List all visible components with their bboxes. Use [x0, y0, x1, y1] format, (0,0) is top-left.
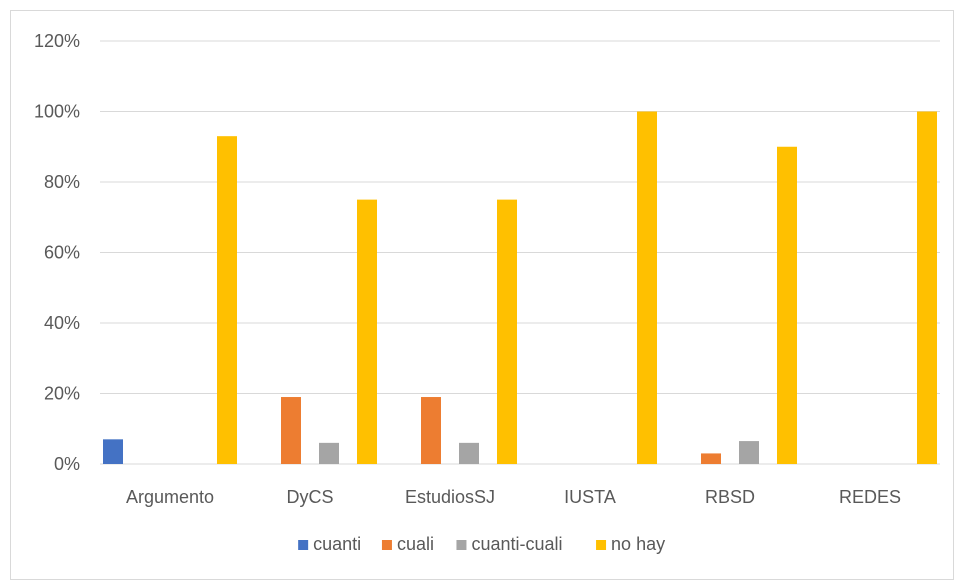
y-tick-label: 20%: [44, 384, 80, 404]
bar-cuali-EstudiosSJ: [421, 397, 441, 464]
x-tick-label: EstudiosSJ: [405, 487, 495, 507]
x-tick-label: REDES: [839, 487, 901, 507]
x-tick-label: DyCS: [286, 487, 333, 507]
y-tick-label: 0%: [54, 454, 80, 474]
legend-swatch: [456, 540, 467, 550]
legend-item: cuali: [381, 534, 434, 554]
bar-cuanti-cuali-RBSD: [739, 441, 759, 464]
x-axis-tick-labels: Argumento DyCS EstudiosSJ IUSTA RBSD REDES: [126, 487, 901, 507]
bar-no-hay-Argumento: [217, 136, 237, 465]
bar-cuali-DyCS: [281, 397, 301, 464]
legend-swatch: [298, 540, 309, 550]
y-tick-label: 100%: [34, 102, 80, 122]
y-tick-label: 120%: [34, 31, 80, 51]
bar-cuanti-Argumento: [103, 439, 123, 464]
bar-no-hay-EstudiosSJ: [497, 199, 517, 464]
legend-label: cuanti: [313, 534, 361, 554]
gridlines: [100, 40, 940, 465]
y-tick-label: 40%: [44, 313, 80, 333]
legend-label: cuanti-cuali: [471, 534, 562, 554]
bar-cuanti-cuali-EstudiosSJ: [459, 442, 479, 464]
bar-no-hay-RBSD: [777, 146, 797, 464]
bar-no-hay-IUSTA: [637, 111, 657, 464]
legend-item: cuanti-cuali: [456, 534, 562, 554]
x-tick-label: IUSTA: [564, 487, 616, 507]
x-tick-label: Argumento: [126, 487, 214, 507]
legend-label: no hay: [611, 534, 665, 554]
legend: cuanti cuali cuanti-cuali no hay: [298, 534, 665, 554]
legend-item: no hay: [596, 534, 665, 554]
x-tick-label: RBSD: [705, 487, 755, 507]
legend-label: cuali: [397, 534, 434, 554]
y-axis-tick-labels: 0% 20% 40% 60% 80% 100% 120%: [34, 31, 80, 474]
bar-cuali-RBSD: [701, 453, 721, 464]
legend-swatch: [381, 540, 392, 550]
bar-no-hay-REDES: [917, 111, 937, 464]
legend-item: cuanti: [298, 534, 361, 554]
legend-swatch: [596, 540, 607, 550]
y-tick-label: 60%: [44, 243, 80, 263]
bar-cuanti-cuali-DyCS: [319, 442, 339, 464]
bar-no-hay-DyCS: [357, 199, 377, 464]
y-tick-label: 80%: [44, 172, 80, 192]
bars: [103, 111, 937, 465]
